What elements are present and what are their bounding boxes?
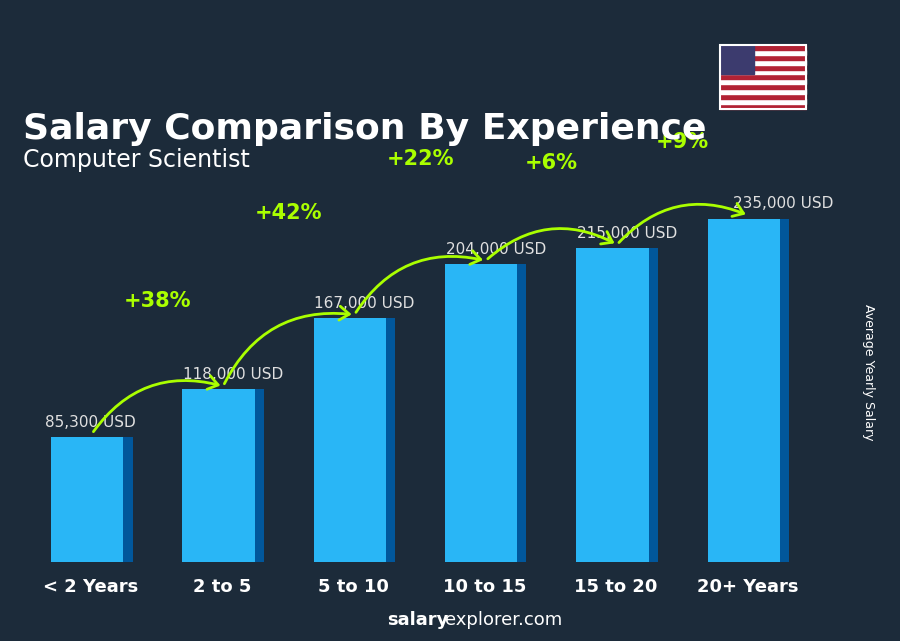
Bar (720, 99, 806, 104)
Text: 167,000 USD: 167,000 USD (314, 296, 415, 311)
FancyArrowPatch shape (619, 203, 743, 242)
Text: 235,000 USD: 235,000 USD (734, 196, 833, 212)
FancyArrowPatch shape (356, 251, 481, 312)
Bar (720, 85, 806, 89)
Text: +38%: +38% (123, 290, 191, 310)
Text: 118,000 USD: 118,000 USD (183, 367, 284, 382)
Polygon shape (314, 318, 386, 562)
Polygon shape (518, 264, 526, 562)
Bar (720, 104, 806, 109)
Polygon shape (123, 437, 132, 562)
Polygon shape (51, 437, 123, 562)
Bar (720, 50, 806, 54)
Polygon shape (386, 318, 395, 562)
Polygon shape (183, 389, 255, 562)
Text: +42%: +42% (255, 203, 322, 223)
Polygon shape (255, 389, 264, 562)
Bar (720, 94, 806, 99)
Text: 15 to 20: 15 to 20 (574, 578, 658, 596)
Text: Salary Comparison By Experience: Salary Comparison By Experience (23, 112, 706, 146)
Bar (720, 45, 754, 74)
Polygon shape (707, 219, 780, 562)
Text: salary: salary (387, 612, 448, 629)
Polygon shape (780, 219, 789, 562)
Polygon shape (576, 247, 649, 562)
Text: Average Yearly Salary: Average Yearly Salary (862, 304, 875, 440)
Text: 85,300 USD: 85,300 USD (45, 415, 136, 430)
Text: +6%: +6% (525, 153, 578, 173)
Polygon shape (445, 264, 518, 562)
Text: 5 to 10: 5 to 10 (318, 578, 389, 596)
Bar (720, 54, 806, 60)
Bar (720, 65, 806, 69)
Text: 2 to 5: 2 to 5 (193, 578, 251, 596)
FancyArrowPatch shape (488, 229, 613, 259)
FancyArrowPatch shape (94, 376, 218, 431)
Bar (720, 60, 806, 65)
Text: +9%: +9% (656, 131, 709, 151)
Bar (720, 89, 806, 94)
Bar (720, 79, 806, 85)
Text: 20+ Years: 20+ Years (697, 578, 798, 596)
Text: < 2 Years: < 2 Years (43, 578, 139, 596)
Text: Computer Scientist: Computer Scientist (23, 147, 250, 172)
Text: 10 to 15: 10 to 15 (443, 578, 526, 596)
Text: 204,000 USD: 204,000 USD (446, 242, 546, 256)
Text: 215,000 USD: 215,000 USD (577, 226, 677, 240)
FancyArrowPatch shape (224, 306, 349, 384)
Polygon shape (649, 247, 658, 562)
Text: explorer.com: explorer.com (445, 612, 562, 629)
Bar (720, 69, 806, 74)
Bar (720, 45, 806, 50)
Bar (720, 74, 806, 79)
Text: +22%: +22% (386, 149, 454, 169)
